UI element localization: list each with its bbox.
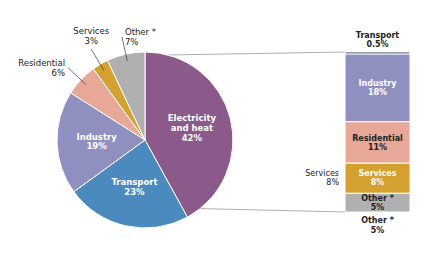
bar-label-line: Services [358, 169, 396, 178]
slice-label: Residential6% [18, 58, 65, 78]
bar-segment [345, 52, 410, 54]
chart-svg: Electricityand heat42%Transport23%Indust… [0, 0, 442, 267]
bar-label: Industry18% [359, 79, 398, 97]
slice-label: Electricityand heat42% [168, 113, 217, 143]
slice-label-line: Transport [111, 177, 157, 187]
slice-label-line: 3% [84, 36, 98, 46]
slice-label-line: Services [73, 26, 109, 36]
bar-stack [345, 52, 410, 212]
slice-label: Industry19% [77, 132, 118, 152]
annotation-line: 5% [371, 226, 385, 235]
bar-label: Transport0.5% [356, 31, 400, 49]
bar-label: Services8% [358, 169, 396, 187]
annotation: Services8% [305, 169, 339, 187]
bar-label: Residential11% [352, 134, 403, 152]
bar-label-line: Other * [361, 194, 394, 203]
slice-label: Services3% [73, 26, 109, 46]
bar-segment [345, 193, 410, 212]
bar-label-line: Industry [359, 79, 398, 88]
chart-container: Electricityand heat42%Transport23%Indust… [0, 0, 442, 267]
slice-label: Other *7% [125, 27, 156, 47]
bar-segment [345, 122, 410, 163]
pie-slice [108, 52, 145, 140]
slice-label-line: Other * [125, 27, 156, 37]
annotation-line: 8% [326, 178, 339, 187]
slice-label-line: Residential [18, 58, 65, 68]
bar-segment [345, 163, 410, 193]
pie-labels: Electricityand heat42% Transport23% Indust… [18, 26, 216, 197]
slice-label-line: Industry [77, 132, 118, 142]
pie [57, 52, 233, 228]
connector-line [200, 209, 345, 212]
bar-label-line: 8% [371, 178, 385, 187]
slice-label-line: 23% [124, 187, 145, 197]
annotation-line: Services [305, 169, 339, 178]
bar-label: Other *5% [361, 194, 394, 212]
bar-label-line: 18% [368, 88, 387, 97]
annotation-line: Other * [361, 216, 394, 225]
slice-label-line: 7% [125, 37, 139, 47]
bar-label-line: Residential [352, 134, 403, 143]
leader-line [91, 49, 104, 70]
bar-label-line: 5% [371, 203, 385, 212]
annotation: Other *5% [361, 216, 394, 234]
slice-label: Transport23% [111, 177, 157, 197]
bar-label-line: 0.5% [366, 40, 388, 49]
slice-label-line: 19% [86, 141, 107, 151]
bar-labels: Transport0.5% Industry18% Residential11% Se… [305, 31, 403, 235]
slice-label-line: and heat [171, 123, 213, 133]
bar-label-line: 11% [368, 143, 387, 152]
connector-line [168, 52, 345, 55]
bar-label-line: Transport [356, 31, 400, 40]
bar-segment [345, 54, 410, 122]
slice-label-line: 42% [182, 133, 203, 143]
slice-label-line: 6% [52, 68, 66, 78]
leader-line [68, 68, 86, 85]
slice-label-line: Electricity [168, 113, 217, 123]
